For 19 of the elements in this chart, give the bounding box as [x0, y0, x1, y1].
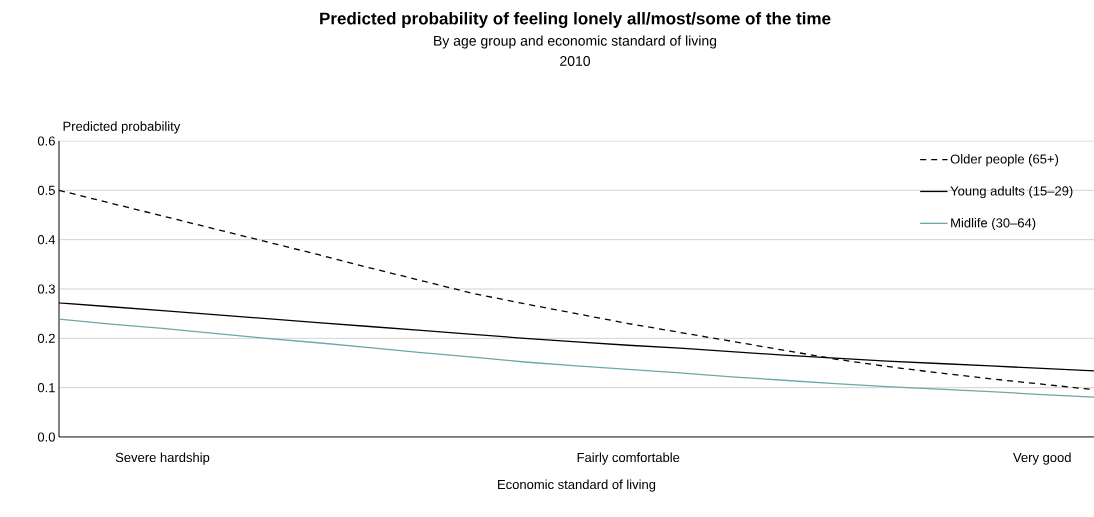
y-axis-title: Predicted probability — [63, 121, 181, 134]
y-tick-label: 0.2 — [37, 333, 55, 343]
y-tick-label: 0.4 — [37, 235, 56, 245]
x-tick-label: Severe hardship — [115, 452, 210, 465]
x-axis-title: Economic standard of living — [498, 479, 656, 492]
x-tick-label: Fairly comfortable — [577, 452, 680, 465]
legend-label: Older people (65+) — [950, 154, 1059, 167]
x-tick-label: Very good — [1013, 452, 1071, 465]
y-tick-label: 0.5 — [37, 185, 55, 195]
text: 2010 — [560, 56, 591, 66]
legend-label: Midlife (30–64) — [951, 217, 1036, 231]
chart-title: Predicted probability of feeling lonely all/most/some of the time — [320, 12, 831, 28]
legend-label: Young adults (15–29) — [950, 185, 1073, 199]
y-tick-label: 0.6 — [37, 136, 55, 146]
y-tick-label: 0.1 — [37, 383, 55, 393]
line-series — [58, 318, 1094, 398]
y-tick-label: 0.0 — [37, 432, 55, 442]
chart-subtitle: By age group and economic standard of living — [434, 35, 717, 49]
y-tick-label: 0.3 — [37, 284, 55, 294]
